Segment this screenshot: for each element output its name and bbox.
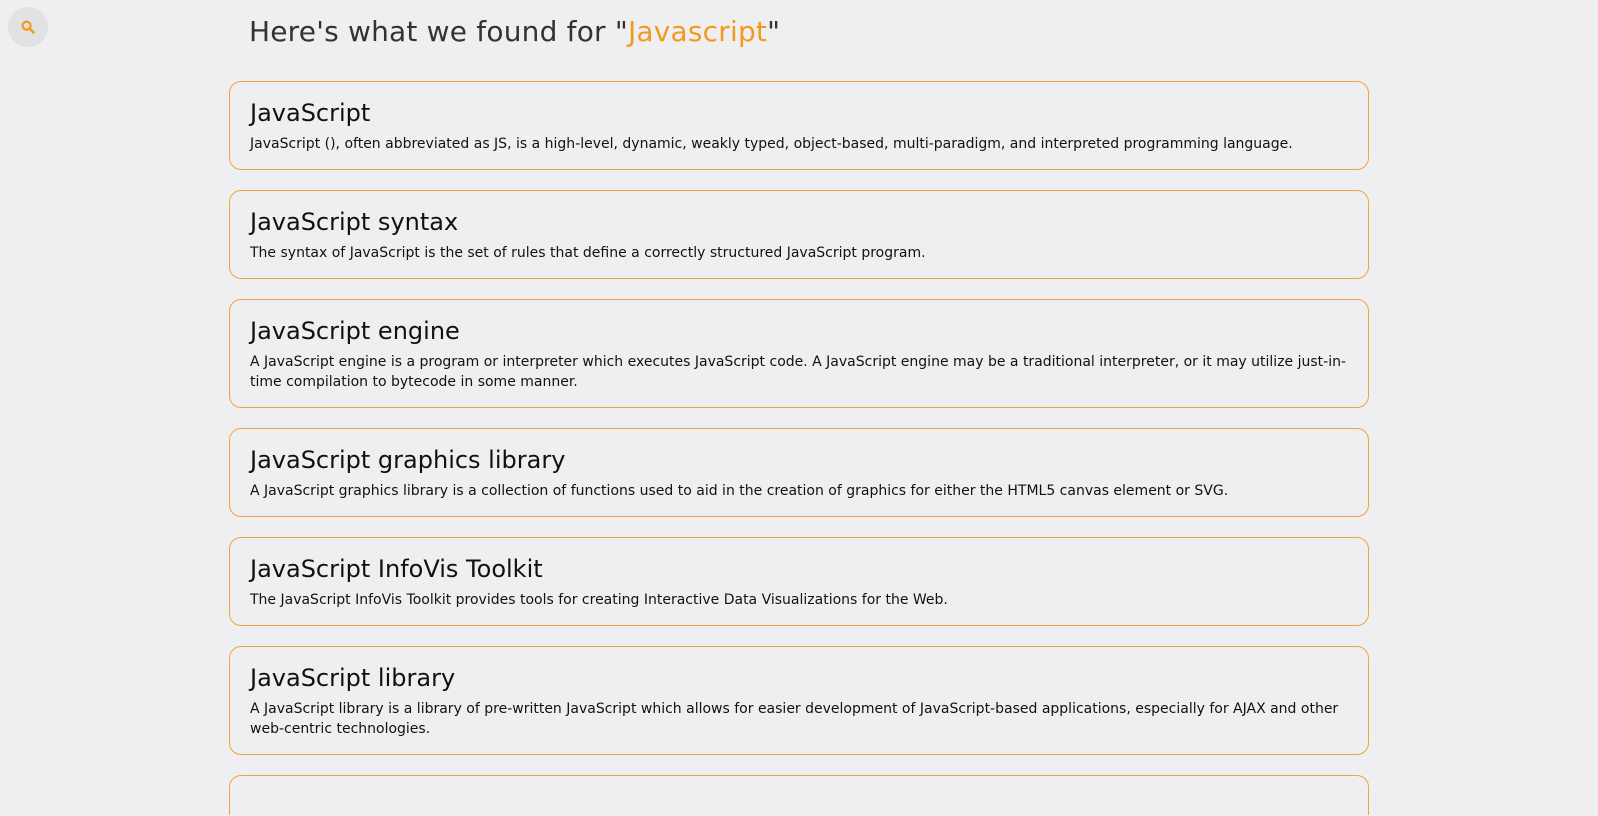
result-title: JavaScript [250, 99, 371, 127]
result-title: JavaScript InfoVis Toolkit [250, 555, 543, 583]
result-description: A JavaScript engine is a program or inte… [250, 354, 1347, 390]
results-list: JavaScript JavaScript (), often abbrevia… [229, 81, 1369, 816]
page-title: Here's what we found for "Javascript" [249, 15, 780, 48]
result-card[interactable]: JavaScript library A JavaScript library … [229, 646, 1369, 755]
result-description: JavaScript (), often abbreviated as JS, … [250, 136, 1293, 152]
result-card[interactable]: JavaScript syntax The syntax of JavaScri… [229, 190, 1369, 279]
search-query: Javascript [627, 15, 768, 48]
result-description: The syntax of JavaScript is the set of r… [250, 245, 926, 261]
result-title: JavaScript engine [250, 317, 460, 345]
result-title: JavaScript library [250, 664, 456, 692]
result-description: A JavaScript graphics library is a colle… [250, 483, 1229, 499]
result-card[interactable]: JavaScript JavaScript (), often abbrevia… [229, 81, 1369, 170]
page-title-prefix: Here's what we found for " [249, 15, 628, 48]
result-description: A JavaScript library is a library of pre… [250, 701, 1339, 737]
page-title-suffix: " [767, 15, 781, 48]
result-card[interactable]: JavaScript graphics library A JavaScript… [229, 428, 1369, 517]
result-card[interactable]: JavaScript InfoVis Toolkit The JavaScrip… [229, 537, 1369, 626]
result-description: The JavaScript InfoVis Toolkit provides … [250, 592, 948, 608]
result-title: JavaScript graphics library [250, 446, 566, 474]
result-card-partial[interactable] [229, 775, 1369, 815]
search-icon [21, 20, 35, 34]
result-title: JavaScript syntax [250, 208, 459, 236]
search-button[interactable] [8, 7, 48, 47]
result-card[interactable]: JavaScript engine A JavaScript engine is… [229, 299, 1369, 408]
